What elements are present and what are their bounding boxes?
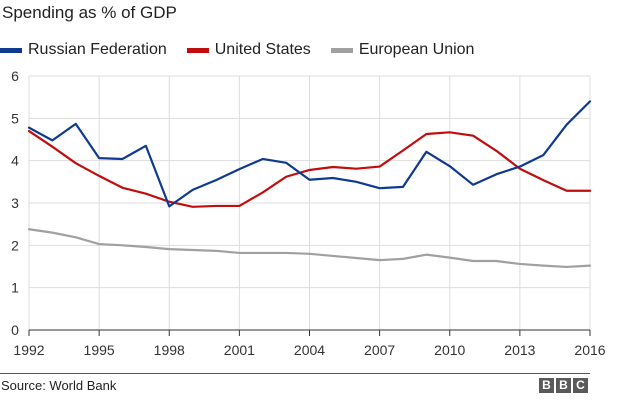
x-tick-label: 2007	[364, 342, 395, 358]
y-tick-label: 5	[11, 110, 19, 126]
y-tick-label: 2	[11, 237, 19, 253]
legend-swatch-european-union	[330, 47, 353, 53]
source-note: Source: World Bank	[1, 378, 117, 393]
x-tick-label: 2004	[294, 342, 325, 358]
x-tick-label: 1995	[84, 342, 115, 358]
x-tick-label: 2013	[504, 342, 535, 358]
series-lines	[27, 100, 592, 269]
y-tick-label: 4	[11, 153, 19, 169]
bbc-logo-letter: C	[573, 378, 588, 393]
bbc-logo-letter: B	[556, 378, 571, 393]
legend-item-russian-federation: Russian Federation	[0, 41, 167, 59]
legend-item-united-states: United States	[186, 41, 311, 59]
axis: 0 1 2 3 4 5 6 1992 1995 1998 2001 2004 2007 2010 2013 2…	[11, 68, 606, 358]
series-line-european-union	[27, 228, 592, 269]
legend-swatch-united-states	[186, 47, 209, 53]
grid-lines	[28, 75, 591, 330]
series-line-united-states	[27, 129, 592, 208]
x-tick-label: 1992	[13, 342, 44, 358]
footer-divider	[0, 373, 590, 374]
y-tick-label: 6	[11, 68, 19, 84]
legend-label-european-union: European Union	[358, 41, 475, 58]
legend-item-european-union: European Union	[330, 41, 475, 59]
chart-legend: Russian Federation United States Europea…	[0, 40, 494, 60]
legend-swatch-russian-federation	[0, 47, 22, 53]
x-tick-label: 2010	[434, 342, 465, 358]
y-tick-label: 3	[11, 195, 19, 211]
x-tick-label: 1998	[154, 342, 185, 358]
x-tick-label: 2016	[574, 342, 605, 358]
x-tick-label: 2001	[224, 342, 255, 358]
legend-label-russian-federation: Russian Federation	[28, 41, 167, 58]
y-tick-label: 0	[11, 322, 19, 338]
bbc-logo-letter: B	[539, 378, 554, 393]
chart-title: Spending as % of GDP	[2, 3, 177, 22]
y-tick-label: 1	[11, 280, 19, 296]
legend-label-united-states: United States	[214, 41, 311, 58]
bbc-logo: B B C	[539, 378, 590, 393]
series-line-russian-federation	[27, 100, 592, 208]
